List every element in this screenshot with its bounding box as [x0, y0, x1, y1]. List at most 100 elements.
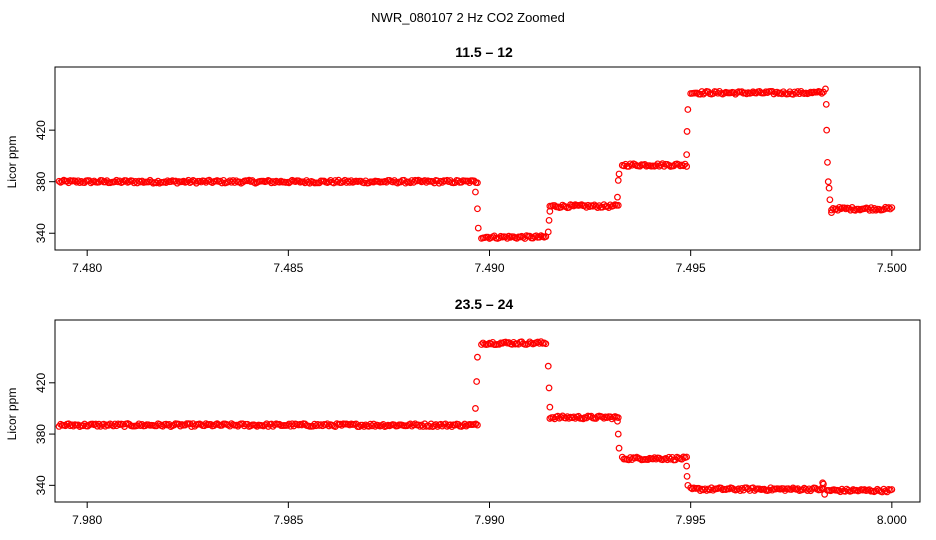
data-point [626, 160, 634, 168]
data-point [437, 177, 445, 185]
data-point [90, 177, 98, 185]
data-point [584, 201, 592, 209]
data-point [360, 423, 368, 430]
data-point [472, 405, 479, 412]
data-point [464, 177, 472, 185]
data-point [799, 486, 807, 493]
data-point [191, 177, 199, 185]
data-point [111, 178, 119, 186]
data-point [835, 487, 843, 494]
data-point [885, 204, 893, 211]
data-point [823, 126, 831, 134]
data-point [818, 89, 826, 97]
data-point [287, 178, 294, 185]
data-point [744, 485, 752, 493]
data-point [662, 454, 670, 462]
data-point [474, 179, 481, 187]
data-point [347, 177, 355, 185]
data-point [162, 179, 170, 186]
data-point [614, 177, 622, 184]
data-point [63, 177, 71, 185]
y-tick-label: 340 [34, 475, 48, 495]
data-point [544, 228, 552, 236]
x-tick-label: 7.480 [72, 261, 102, 275]
data-point [655, 454, 663, 462]
data-point [74, 421, 82, 429]
data-point [478, 341, 485, 348]
data-point [176, 422, 184, 430]
data-point [197, 178, 205, 186]
data-point [821, 490, 829, 498]
data-point [683, 453, 691, 461]
data-point [261, 421, 269, 429]
data-point [346, 421, 354, 429]
data-point [148, 178, 156, 186]
data-point [870, 205, 878, 212]
data-point [614, 201, 622, 209]
x-tick-label: 7.490 [474, 261, 504, 275]
data-point [432, 421, 440, 428]
data-point [592, 202, 600, 210]
x-tick-label: 7.495 [676, 261, 706, 275]
data-point [446, 421, 454, 429]
data-point [598, 413, 606, 421]
data-point [701, 89, 709, 97]
data-point [532, 232, 540, 240]
data-point [180, 177, 187, 185]
data-point [615, 444, 623, 452]
data-point [138, 421, 146, 428]
data-point [848, 487, 856, 495]
data-point [76, 179, 84, 187]
data-point [454, 177, 462, 185]
x-tick-label: 7.995 [676, 513, 706, 527]
panel-title: 23.5 – 24 [455, 296, 514, 312]
data-point [743, 90, 751, 98]
data-point [402, 179, 409, 187]
data-point [306, 179, 314, 187]
data-point [108, 421, 116, 429]
data-point [474, 224, 482, 232]
data-point [840, 204, 848, 212]
data-point [122, 177, 130, 185]
data-point [545, 384, 553, 392]
data-point [844, 486, 852, 494]
data-point [822, 100, 830, 108]
data-point [69, 422, 77, 430]
y-tick-label: 380 [34, 171, 48, 191]
data-point [368, 422, 376, 430]
data-point [298, 421, 306, 429]
data-point [563, 413, 571, 421]
data-points [55, 338, 896, 498]
data-point [546, 403, 554, 411]
data-point [218, 421, 226, 429]
data-point [680, 162, 687, 170]
data-point [472, 188, 479, 196]
data-point [295, 177, 302, 185]
data-point [474, 205, 481, 213]
data-point [606, 201, 614, 209]
data-point [544, 362, 552, 370]
data-point [429, 178, 437, 185]
data-point [170, 421, 178, 429]
data-point [557, 413, 565, 421]
data-point [824, 178, 832, 186]
data-point [684, 481, 692, 489]
plot-frame [54, 319, 921, 503]
data-point [667, 455, 674, 463]
data-point [484, 233, 492, 241]
data-point [652, 455, 660, 463]
data-point [738, 484, 746, 492]
data-point [408, 177, 416, 184]
data-point [570, 202, 578, 210]
data-point [111, 420, 119, 428]
data-point [437, 420, 445, 428]
data-point [336, 420, 344, 428]
data-point [365, 179, 373, 187]
data-point [683, 462, 691, 470]
x-tick-label: 7.500 [877, 261, 907, 275]
data-point [562, 414, 570, 422]
data-point [339, 178, 347, 185]
data-point [317, 421, 325, 429]
data-point [360, 179, 368, 187]
data-point [253, 422, 261, 430]
